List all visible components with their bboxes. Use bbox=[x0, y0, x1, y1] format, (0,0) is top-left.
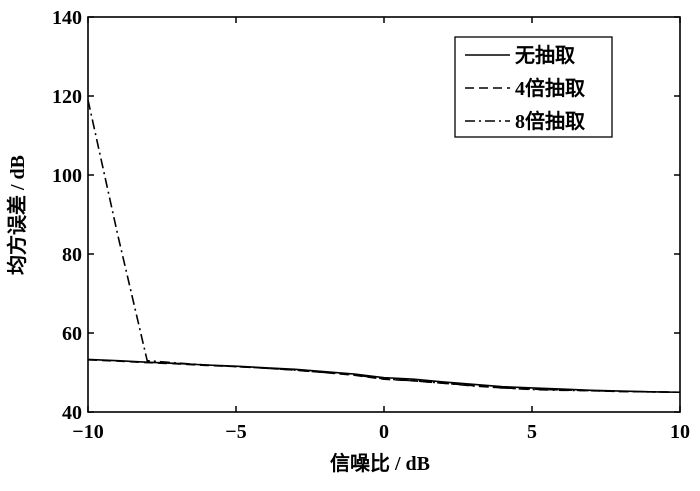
series-line bbox=[87, 359, 681, 394]
y-tick-label: 80 bbox=[62, 244, 82, 266]
y-tick-label: 120 bbox=[52, 86, 82, 108]
y-tick-label: 40 bbox=[62, 402, 82, 424]
x-tick-label: −10 bbox=[72, 421, 103, 443]
legend-label: 无抽取 bbox=[515, 43, 575, 67]
x-tick-label: 5 bbox=[527, 421, 537, 443]
series-line bbox=[87, 99, 681, 394]
y-tick-label: 140 bbox=[52, 7, 82, 29]
x-tick-label: 0 bbox=[379, 421, 389, 443]
y-tick-label: 60 bbox=[62, 323, 82, 345]
x-axis-title: 信噪比 / dB bbox=[330, 451, 430, 475]
x-tick-label: 10 bbox=[670, 421, 690, 443]
legend-box bbox=[454, 36, 613, 138]
legend-label: 8倍抽取 bbox=[515, 109, 585, 133]
legend-label: 4倍抽取 bbox=[515, 76, 585, 100]
plot-frame bbox=[87, 16, 681, 413]
x-tick-label: −5 bbox=[225, 421, 246, 443]
y-tick-label: 100 bbox=[52, 165, 82, 187]
y-axis-title: 均方误差 / dB bbox=[5, 155, 29, 275]
